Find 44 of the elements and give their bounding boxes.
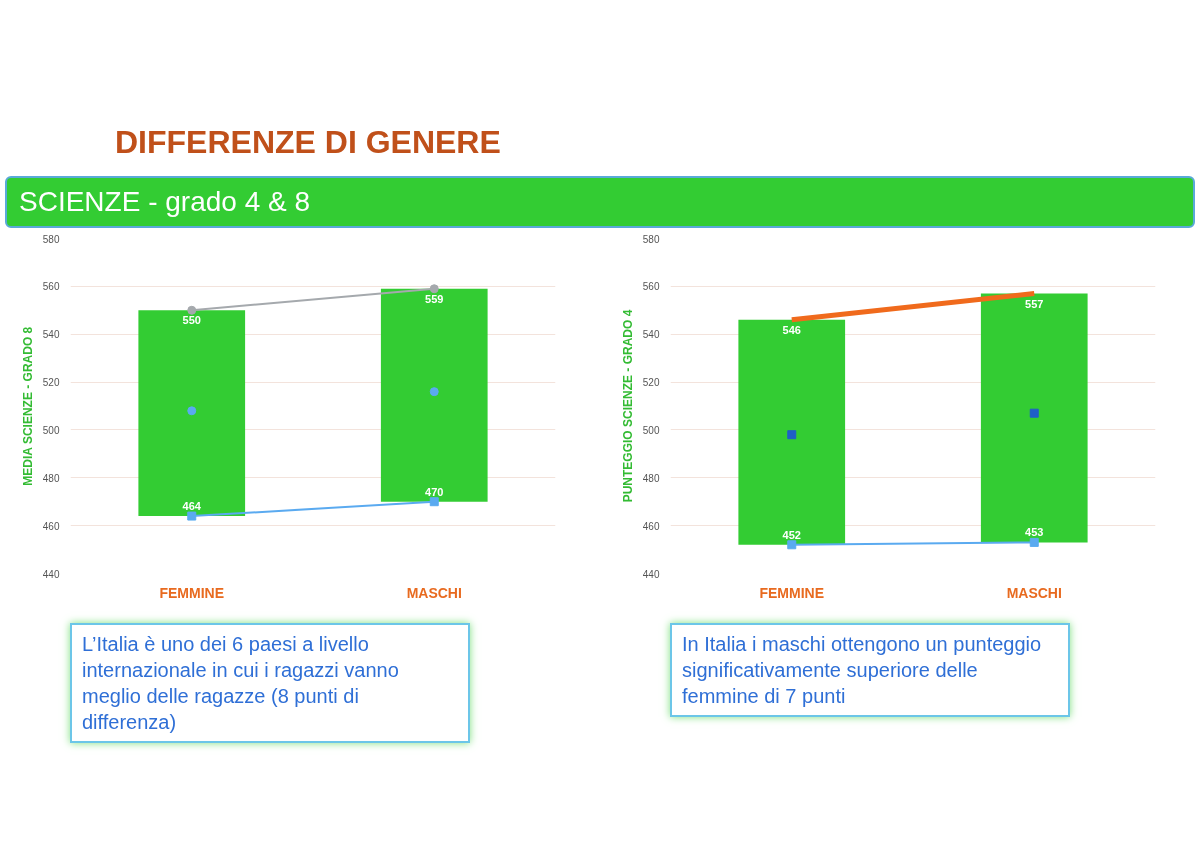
y-tick-label: 540 [42,328,60,340]
data-label: 453 [1025,526,1044,539]
x-tick-label: FEMMINE [759,584,825,601]
point [429,386,439,396]
y-tick-label: 520 [42,376,60,388]
data-label: 452 [782,528,801,541]
point [429,496,439,506]
data-label: 557 [1025,297,1044,310]
point [1029,537,1039,547]
y-tick-label: 460 [42,520,60,532]
y-tick-label: 500 [642,424,660,436]
x-tick-label: MASCHI [1006,584,1062,601]
y-axis-title: PUNTEGGIO SCIENZE - GRADO 4 [620,309,635,503]
point [187,406,197,415]
chart-subtitle: SCIENZE - grado 4 & 8 [19,184,311,219]
point [787,539,797,549]
data-label: 550 [182,313,201,326]
point [787,429,797,439]
chart-title: DIFFERENZE DI GENERE [115,123,501,162]
y-tick-label: 540 [642,328,660,340]
y-tick-label: 580 [642,233,660,245]
text: L’Italia è uno dei 6 paesi a livello internazionale in cui i ragazzi vanno meglio delle ragazze (8 punti di differenza) [82,631,400,735]
point [1029,408,1039,418]
y-tick-label: 460 [642,520,660,532]
text: In Italia i maschi ottengono un punteggio significativamente superiore delle femmine di 7 punti [682,631,1043,709]
point [187,511,197,521]
y-tick-label: 480 [642,472,660,484]
y-tick-label: 440 [42,568,60,580]
y-tick-label: 580 [42,233,60,245]
y-tick-label: 560 [642,281,660,293]
point [187,305,197,315]
y-tick-label: 440 [642,568,660,580]
data-label: 464 [182,499,202,512]
data-label: 546 [782,323,801,336]
x-tick-label: MASCHI [406,584,462,601]
data-label: 470 [425,485,444,498]
y-axis-title: MEDIA SCIENZE - GRADO 8 [20,326,35,486]
x-tick-label: FEMMINE [159,584,225,601]
point [429,283,439,293]
data-label: 559 [425,292,444,305]
y-tick-label: 480 [42,472,60,484]
y-tick-label: 500 [42,424,60,436]
y-tick-label: 560 [42,281,60,293]
y-tick-label: 520 [642,376,660,388]
